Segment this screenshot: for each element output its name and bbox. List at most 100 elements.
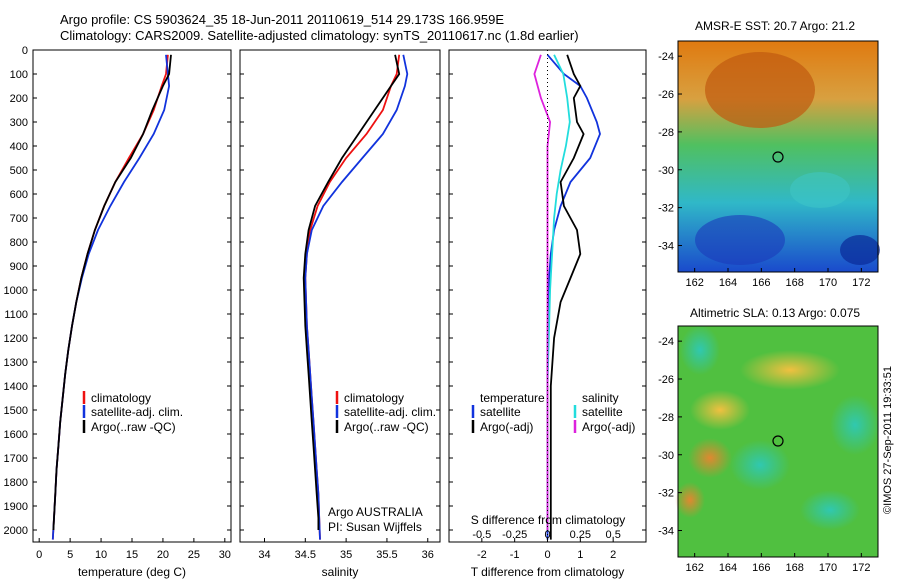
sst-warm-patch xyxy=(705,52,815,128)
depth-tick-label: 1400 xyxy=(4,381,28,393)
legend-temperature-title: temperature xyxy=(480,391,545,405)
sst-cold-patch xyxy=(695,215,785,265)
legend-satellite: satellite-adj. clim. xyxy=(344,405,436,419)
series-line-0-2 xyxy=(52,54,172,531)
x-axis-label: T difference from climatology xyxy=(471,565,625,579)
lon-tick-label: 166 xyxy=(752,562,770,574)
salinity-panel-frame xyxy=(239,49,441,543)
depth-tick-label: 1100 xyxy=(4,309,28,321)
series-line-1-1 xyxy=(304,54,409,540)
x-tick-label: 0 xyxy=(36,549,42,561)
depth-tick-label: 1000 xyxy=(4,285,28,297)
series-line-1-2 xyxy=(302,54,401,530)
sst-map-axes: 162 164 166 168 170 172 -24 -26 -28 -30 -32 -34 xyxy=(658,51,870,289)
depth-tick-label: 1300 xyxy=(4,357,28,369)
lat-tick-label: -28 xyxy=(658,412,674,424)
sla-map: Altimetric SLA: 0.13 Argo: 0.075 162 164 1… xyxy=(658,306,880,574)
sla-map-title: Altimetric SLA: 0.13 Argo: 0.075 xyxy=(690,306,860,320)
imos-timestamp: ©IMOS 27-Sep-2011 19:33:51 xyxy=(882,366,894,514)
depth-axis: 0 100 200 300 400 500 600 700 800 900 1000 1100 1200… xyxy=(4,45,646,537)
sla-low-patch xyxy=(730,440,790,490)
depth-tick-label: 1200 xyxy=(4,333,28,345)
sla-low-patch-3 xyxy=(800,490,860,530)
s-tick-label: 0.25 xyxy=(570,529,591,541)
depth-tick-label: 1900 xyxy=(4,501,28,513)
x-tick-label: 34 xyxy=(258,549,270,561)
temperature-legend: climatology satellite-adj. clim. Argo(..… xyxy=(82,391,183,434)
sst-cold-patch-2 xyxy=(840,235,880,265)
lat-tick-label: -24 xyxy=(658,51,674,63)
legend-argo: Argo(..raw -QC) xyxy=(91,420,176,434)
lat-tick-label: -28 xyxy=(658,127,674,139)
x-tick-label: 36 xyxy=(422,549,434,561)
sla-low-patch-4 xyxy=(680,325,720,375)
lon-tick-label: 164 xyxy=(719,277,737,289)
depth-tick-label: 700 xyxy=(10,213,28,225)
legend-climatology: climatology xyxy=(344,391,404,405)
depth-tick-label: 2000 xyxy=(4,525,28,537)
depth-tick-label: 1700 xyxy=(4,453,28,465)
s-tick-label: 0.5 xyxy=(606,529,621,541)
header-line-2: Climatology: CARS2009. Satellite-adjuste… xyxy=(60,28,579,43)
legend-salinity-title: salinity xyxy=(582,391,619,405)
legend-s-satellite: satellite xyxy=(582,405,623,419)
x-tick-label: 10 xyxy=(95,549,107,561)
x-tick-label: 1 xyxy=(577,549,583,561)
sla-map-frame xyxy=(677,325,879,558)
depth-tick-label: 100 xyxy=(10,69,28,81)
x-tick-label: 35.5 xyxy=(376,549,397,561)
lat-tick-label: -34 xyxy=(658,525,674,537)
x-tick-label: 20 xyxy=(157,549,169,561)
series-line-2-1 xyxy=(549,54,585,540)
sst-cool-patch xyxy=(790,172,850,208)
sla-warm-patch-2 xyxy=(675,482,705,518)
sla-low-patch-2 xyxy=(830,395,880,455)
lat-tick-label: -26 xyxy=(658,374,674,386)
lon-tick-label: 168 xyxy=(785,562,803,574)
depth-tick-label: 300 xyxy=(10,117,28,129)
depth-tick-label: 1800 xyxy=(4,477,28,489)
legend-climatology: climatology xyxy=(91,391,151,405)
depth-tick-label: 800 xyxy=(10,237,28,249)
sla-high-patch-2 xyxy=(690,390,750,430)
lat-tick-label: -26 xyxy=(658,89,674,101)
temperature-panel-frame xyxy=(32,49,232,543)
x-tick-label: -1 xyxy=(510,549,520,561)
depth-tick-label: 900 xyxy=(10,261,28,273)
x-tick-label: 5 xyxy=(67,549,73,561)
legend-argo: Argo(..raw -QC) xyxy=(344,420,429,434)
lat-tick-label: -30 xyxy=(658,165,674,177)
pi-note: PI: Susan Wijffels xyxy=(328,520,422,534)
x-tick-label: 34.5 xyxy=(295,549,316,561)
lon-tick-label: 168 xyxy=(785,277,803,289)
lon-tick-label: 164 xyxy=(719,562,737,574)
x-tick-label: 2 xyxy=(610,549,616,561)
x-tick-label: 0 xyxy=(544,549,550,561)
lon-tick-label: 162 xyxy=(685,277,703,289)
sst-argo-location-marker xyxy=(772,151,784,163)
sla-argo-location-marker xyxy=(772,435,784,447)
legend-s-argo: Argo(-adj) xyxy=(582,420,635,434)
depth-tick-label: 400 xyxy=(10,141,28,153)
x-tick-label: 15 xyxy=(126,549,138,561)
lat-tick-label: -24 xyxy=(658,336,674,348)
header-line-1: Argo profile: CS 5903624_35 18-Jun-2011 … xyxy=(60,12,505,27)
s-difference-axis-label: S difference from climatology xyxy=(471,513,626,527)
x-tick-label: -2 xyxy=(477,549,487,561)
sla-warm-patch xyxy=(688,438,732,478)
x-tick-label: 25 xyxy=(188,549,200,561)
depth-tick-label: 600 xyxy=(10,189,28,201)
depth-tick-label: 200 xyxy=(10,93,28,105)
lat-tick-label: -30 xyxy=(658,450,674,462)
lon-tick-label: 162 xyxy=(685,562,703,574)
lat-tick-label: -34 xyxy=(658,240,674,252)
x-tick-label: 35 xyxy=(340,549,352,561)
difference-legend: temperature satellite Argo(-adj) salinit… xyxy=(471,391,636,527)
sst-map-frame xyxy=(677,40,879,273)
x-axis-label: salinity xyxy=(322,565,359,579)
x-tick-label: 30 xyxy=(219,549,231,561)
sst-map-title: AMSR-E SST: 20.7 Argo: 21.2 xyxy=(695,19,855,33)
lon-tick-label: 172 xyxy=(852,277,870,289)
